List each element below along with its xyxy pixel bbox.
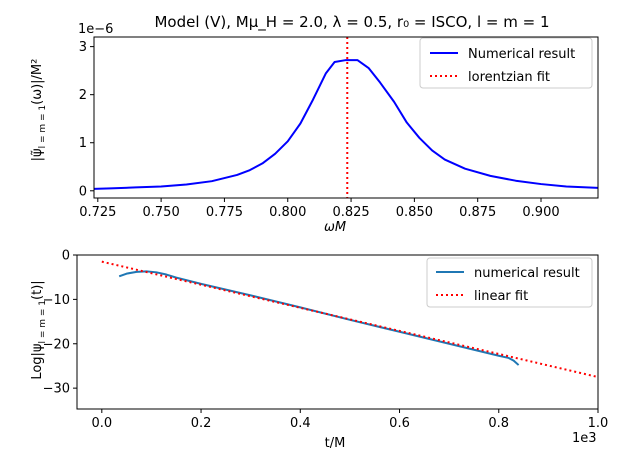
top-y-axis-label-sub: l = m = 1 xyxy=(38,105,48,149)
bottom-x-tick-label: 0.4 xyxy=(290,416,311,431)
bottom-y-axis-label-main: Log|ψ xyxy=(30,343,45,379)
bottom-y-tick-labels: 0 −10 −20 −30 xyxy=(43,249,70,397)
top-x-tick-label: 0.875 xyxy=(459,205,496,220)
top-y-axis-label: |ψ̃l = m = 1(ω)|/M² xyxy=(30,59,48,162)
top-chart-title: Model (V), Mμ_H = 2.0, λ = 0.5, r₀ = ISC… xyxy=(154,13,549,32)
bottom-x-tick-label: 1.0 xyxy=(588,416,609,431)
top-y-axis-label-main: |ψ̃ xyxy=(30,148,45,161)
bottom-y-axis-label-tail: (t)| xyxy=(30,280,45,300)
bottom-x-tick-label: 0.2 xyxy=(191,416,212,431)
top-legend: Numerical result lorentzian fit xyxy=(419,37,593,89)
top-x-tick-label: 0.725 xyxy=(79,205,116,220)
bottom-series-numerical-result xyxy=(118,270,520,366)
bottom-y-tick-label: −10 xyxy=(43,293,70,308)
top-x-tick-labels: 0.725 0.750 0.775 0.800 0.825 0.850 0.87… xyxy=(79,205,559,220)
bottom-y-axis-label: Log|ψl = m = 1(t)| xyxy=(30,280,48,379)
bottom-y-tick-label: −20 xyxy=(43,337,70,352)
top-x-tick-label: 0.775 xyxy=(206,205,243,220)
top-plot-area xyxy=(90,36,599,202)
top-offset-label: 1e−6 xyxy=(78,22,113,37)
top-x-tick-label: 0.825 xyxy=(332,205,369,220)
bottom-legend: numerical result linear fit xyxy=(426,257,593,308)
bottom-y-axis-label-sub: l = m = 1 xyxy=(38,300,48,344)
top-legend-label-lorentzian: lorentzian fit xyxy=(468,70,550,85)
top-axes-frame xyxy=(93,36,599,199)
top-y-tick-label: 3 xyxy=(79,40,87,55)
bottom-x-axis-label: t/M xyxy=(325,436,346,451)
top-y-tick-label: 2 xyxy=(79,88,87,103)
top-y-tick-labels: 0 1 2 3 xyxy=(79,40,87,199)
bottom-y-tick-label: 0 xyxy=(62,249,70,264)
top-x-tick-label: 0.800 xyxy=(269,205,306,220)
bottom-x-tick-label: 0.0 xyxy=(91,416,112,431)
bottom-x-tick-label: 0.8 xyxy=(488,416,509,431)
bottom-plot-area xyxy=(73,254,599,413)
bottom-y-tick-label: −30 xyxy=(43,382,70,397)
top-x-tick-label: 0.750 xyxy=(143,205,180,220)
bottom-x-tick-labels: 0.0 0.2 0.4 0.6 0.8 1.0 xyxy=(91,416,608,431)
bottom-legend-label-linear: linear fit xyxy=(474,289,528,304)
top-legend-label-numerical: Numerical result xyxy=(468,47,575,62)
top-x-tick-label: 0.900 xyxy=(522,205,559,220)
top-x-axis-label: ωM xyxy=(324,220,346,235)
bottom-legend-label-numerical: numerical result xyxy=(474,266,580,281)
top-y-axis-label-tail: (ω)|/M² xyxy=(30,59,45,105)
top-y-tick-label: 1 xyxy=(79,136,87,151)
top-legend-box xyxy=(419,37,593,89)
bottom-legend-box xyxy=(426,257,593,308)
top-series-numerical-result xyxy=(94,59,598,190)
top-y-tick-label: 0 xyxy=(79,184,87,199)
bottom-axes-frame xyxy=(76,254,599,410)
top-x-tick-label: 0.850 xyxy=(396,205,433,220)
bottom-x-tick-label: 0.6 xyxy=(389,416,410,431)
bottom-offset-label: 1e3 xyxy=(572,431,597,446)
